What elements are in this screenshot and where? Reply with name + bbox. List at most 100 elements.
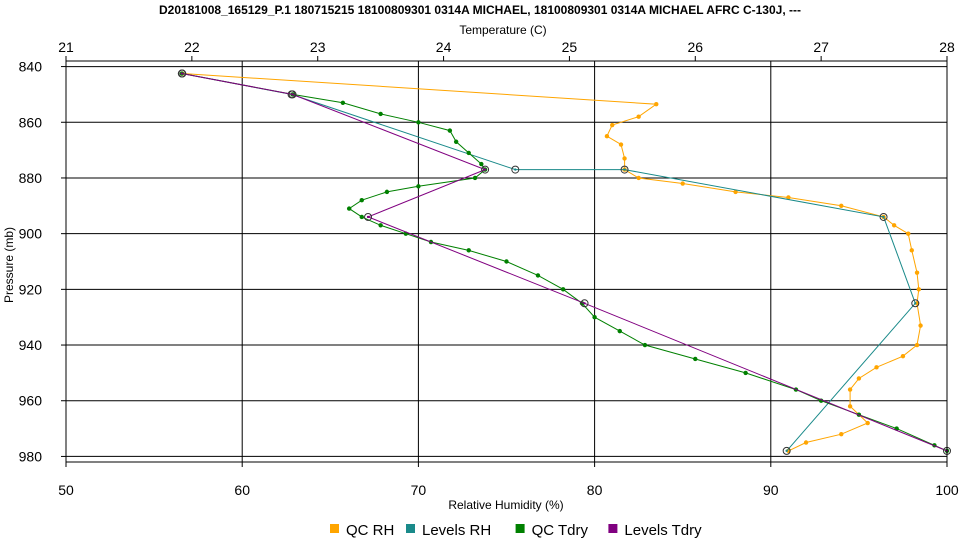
levels-rh-legend-swatch — [406, 524, 415, 533]
temp-tick-label: 28 — [939, 39, 955, 55]
levels-rh-point — [782, 446, 791, 455]
qc-rh-point — [803, 440, 809, 445]
temp-tick-label: 22 — [184, 39, 200, 55]
rh-tick-label: 100 — [935, 482, 959, 498]
qc-rh-legend-label: QC RH — [346, 522, 394, 539]
qc-rh-point — [610, 122, 615, 128]
levels-rh-point-core — [914, 302, 917, 305]
qc-tdry-point — [642, 342, 648, 348]
pressure-tick-label: 900 — [19, 226, 43, 242]
series-layer — [177, 69, 951, 455]
pressure-tick-label: 840 — [19, 59, 43, 75]
qc-tdry-point — [340, 100, 346, 105]
legend: QC RH Levels RH QC Tdry Levels Tdry — [330, 522, 702, 539]
qc-rh-legend-swatch — [330, 524, 339, 533]
qc-rh-point — [914, 342, 920, 348]
qc-tdry-line — [181, 73, 948, 452]
temp-tick-label: 26 — [687, 39, 703, 55]
axis-ticks: 50 60 70 80 90 100 840 860 880 900 920 940 960 980 21 2… — [19, 39, 959, 498]
qc-rh-point — [654, 101, 659, 107]
levels-rh-legend-label: Levels RH — [422, 522, 491, 539]
qc-tdry-point — [466, 248, 471, 253]
levels-tdry-legend-swatch — [608, 524, 618, 533]
qc-rh-point — [636, 175, 641, 181]
qc-rh-line — [182, 73, 922, 452]
levels-rh-line — [182, 73, 916, 452]
qc-rh-point — [856, 376, 862, 381]
levels-tdry-point-core — [483, 168, 487, 171]
temp-tick-label: 21 — [58, 39, 74, 55]
levels-tdry-point — [364, 212, 373, 221]
qc-rh-point — [914, 270, 920, 275]
rh-tick-label: 60 — [234, 482, 250, 498]
levels-rh-point — [511, 165, 520, 174]
rh-tick-label: 50 — [58, 482, 74, 498]
levels-tdry-legend-label: Levels Tdry — [624, 522, 702, 539]
qc-tdry-legend-label: QC Tdry — [532, 522, 589, 539]
levels-tdry-point-core — [583, 302, 586, 305]
chart-title: D20181008_165129_P.1 180715215 181008093… — [159, 3, 801, 17]
qc-tdry-point — [453, 139, 459, 144]
qc-tdry-point — [479, 161, 484, 167]
pressure-tick-label: 880 — [19, 170, 43, 186]
levels-tdry-point-core — [180, 72, 183, 75]
qc-tdry-point — [592, 314, 597, 320]
temp-tick-label: 24 — [436, 39, 452, 55]
qc-rh-point — [604, 133, 610, 139]
qc-rh-point — [918, 323, 923, 328]
qc-tdry-point — [378, 223, 383, 228]
pressure-tick-label: 920 — [19, 281, 43, 297]
qc-tdry-point — [535, 273, 541, 278]
qc-rh-point — [839, 203, 844, 209]
levels-rh-point-core — [785, 449, 788, 453]
qc-rh-point — [680, 181, 685, 186]
levels-rh-point — [620, 165, 629, 174]
levels-tdry-series — [177, 69, 951, 455]
qc-tdry-point — [359, 214, 364, 220]
qc-rh-point — [618, 142, 624, 147]
pressure-tick-label: 980 — [19, 448, 43, 464]
qc-rh-point — [847, 387, 853, 392]
levels-tdry-point — [481, 165, 490, 174]
pressure-tick-label: 960 — [19, 393, 43, 409]
levels-rh-point-core — [882, 215, 885, 219]
temp-tick-label: 25 — [562, 39, 578, 55]
qc-rh-point — [847, 404, 853, 409]
y-axis-label: Pressure (mb) — [2, 227, 16, 303]
qc-tdry-point — [466, 150, 471, 156]
pressure-tick-label: 860 — [19, 114, 43, 130]
qc-tdry-point — [693, 356, 698, 362]
qc-tdry-point — [560, 287, 566, 292]
levels-rh-point — [911, 299, 920, 308]
levels-tdry-point — [580, 299, 589, 308]
pressure-tick-label: 940 — [19, 337, 43, 353]
qc-tdry-point — [416, 184, 421, 189]
levels-tdry-point-core — [291, 93, 294, 96]
rh-tick-label: 80 — [587, 482, 603, 498]
qc-rh-point — [636, 114, 641, 119]
bottom-x-axis-label: Relative Humidity (%) — [448, 498, 563, 512]
rh-tick-label: 90 — [763, 482, 779, 498]
qc-tdry-series — [179, 71, 950, 454]
qc-rh-point — [874, 365, 879, 370]
qc-rh-point — [914, 301, 920, 306]
qc-tdry-point — [384, 189, 390, 195]
levels-tdry-point — [177, 69, 186, 78]
qc-tdry-point — [378, 111, 383, 117]
qc-rh-point — [909, 248, 914, 253]
qc-rh-point — [906, 231, 911, 236]
qc-rh-point — [839, 431, 844, 437]
top-x-axis-label: Temperature (C) — [459, 23, 546, 37]
rh-tick-label: 70 — [411, 482, 427, 498]
levels-rh-series — [178, 69, 920, 455]
qc-tdry-point — [447, 128, 453, 133]
levels-rh-point — [879, 212, 888, 221]
qc-rh-point — [733, 189, 738, 195]
levels-rh-point-core — [623, 168, 626, 171]
qc-tdry-point — [346, 206, 352, 211]
levels-tdry-line — [181, 73, 948, 452]
qc-rh-point — [622, 156, 627, 161]
temp-tick-label: 23 — [310, 39, 326, 55]
levels-tdry-point — [288, 90, 297, 99]
